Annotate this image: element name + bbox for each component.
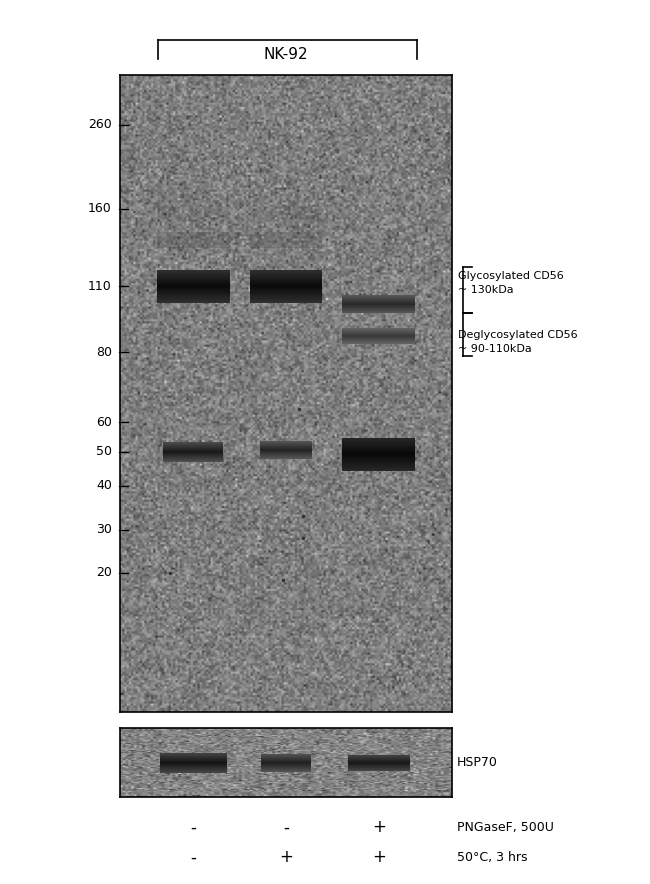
Text: HSP70: HSP70	[457, 756, 498, 768]
Text: 30: 30	[96, 523, 112, 536]
Text: Deglycosylated CD56
~ 90-110kDa: Deglycosylated CD56 ~ 90-110kDa	[458, 330, 578, 354]
Text: 50: 50	[96, 446, 112, 459]
Text: Glycosylated CD56
~ 130kDa: Glycosylated CD56 ~ 130kDa	[458, 271, 564, 295]
Text: +: +	[372, 849, 385, 866]
Bar	[250, 232, 322, 248]
Bar	[157, 187, 229, 203]
Text: PNGaseF, 500U: PNGaseF, 500U	[457, 821, 554, 834]
Text: 110: 110	[88, 280, 112, 293]
Bar	[157, 206, 229, 222]
Text: -: -	[190, 819, 196, 836]
Text: 50°C, 3 hrs: 50°C, 3 hrs	[457, 851, 527, 864]
Text: -: -	[283, 819, 289, 836]
Text: +: +	[279, 849, 293, 866]
Text: 260: 260	[88, 118, 112, 132]
Bar	[250, 187, 322, 203]
Bar	[250, 206, 322, 222]
Text: -: -	[190, 849, 196, 866]
Text: 20: 20	[96, 567, 112, 579]
Bar	[157, 232, 229, 248]
Text: 40: 40	[96, 479, 112, 492]
Text: 80: 80	[96, 346, 112, 359]
Text: +: +	[372, 819, 385, 836]
Text: 60: 60	[96, 415, 112, 429]
Text: 160: 160	[88, 202, 112, 216]
Text: NK-92: NK-92	[264, 48, 308, 62]
